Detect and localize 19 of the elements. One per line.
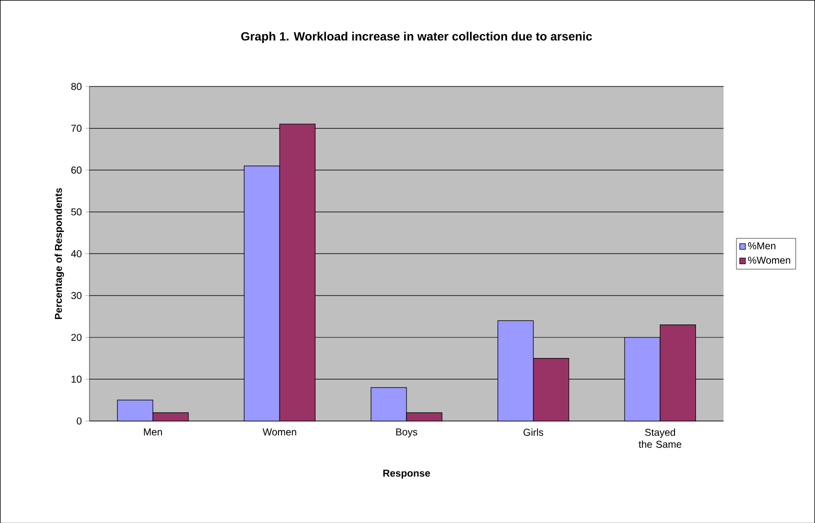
- y-tick-label: 50: [71, 208, 82, 216]
- y-tick-label: 70: [71, 124, 82, 132]
- x-axis-title: Response: [383, 469, 430, 478]
- y-tick-label: 40: [71, 250, 82, 258]
- y-tick-label: 20: [71, 334, 82, 341]
- x-tick-label: Stayed the Same: [638, 428, 682, 448]
- chart-title: Graph 1. Workload increase in water collection due to arsenic: [241, 32, 592, 43]
- x-tick-label: Girls: [524, 428, 544, 436]
- y-axis-title: Percentage of Respondents: [54, 188, 64, 319]
- x-tick-label: Women: [262, 428, 296, 436]
- y-tick-label: 60: [71, 166, 82, 174]
- y-tick-label: 80: [71, 82, 82, 90]
- legend-label: %Women: [748, 256, 790, 264]
- x-tick-label: Boys: [396, 428, 418, 438]
- y-tick-label: 0: [76, 417, 82, 424]
- legend-label: %Men: [748, 242, 776, 250]
- x-tick-label: Men: [144, 428, 162, 436]
- y-tick-label: 30: [71, 292, 82, 299]
- y-tick-label: 10: [72, 375, 82, 382]
